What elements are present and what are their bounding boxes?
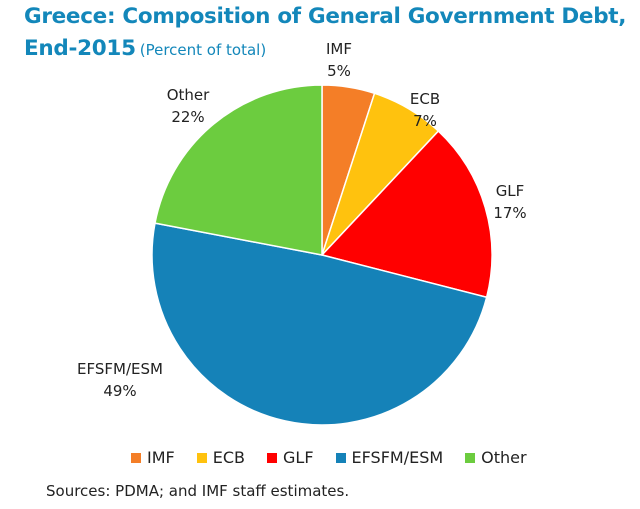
data-label: EFSFM/ESM 49% [77, 358, 163, 402]
data-label-name: ECB [409, 90, 441, 108]
legend-item: Other [465, 448, 527, 467]
data-label-value: 22% [171, 108, 205, 126]
legend-label: EFSFM/ESM [351, 448, 444, 467]
legend-swatch [335, 452, 346, 463]
legend-item: IMF [131, 448, 175, 467]
legend-label: ECB [212, 448, 245, 467]
legend-item: EFSFM/ESM [335, 448, 444, 467]
chart-title-year: End-2015 [24, 36, 136, 61]
legend-swatch [131, 452, 141, 463]
legend-swatch [196, 452, 207, 463]
data-label: IMF 5% [326, 38, 352, 82]
data-label: Other 22% [167, 84, 210, 128]
chart-title-line2: End-2015 (Percent of total) [24, 36, 266, 61]
legend-swatch [465, 452, 476, 463]
data-label-value: 17% [493, 204, 527, 222]
legend-item: GLF [267, 448, 314, 467]
source-note: Sources: PDMA; and IMF staff estimates. [46, 482, 350, 500]
data-label: GLF 17% [493, 180, 526, 224]
data-label-name: Other [166, 86, 210, 104]
data-label: ECB 7% [410, 88, 440, 132]
legend-item: ECB [196, 448, 245, 467]
pie-slice-glf [320, 130, 493, 299]
pie-slice-other [154, 84, 323, 256]
data-label-name: IMF [326, 40, 352, 58]
data-label-value: 7% [413, 112, 437, 130]
data-label-name: EFSFM/ESM [77, 360, 163, 378]
chart-title: Greece: Composition of General Governmen… [24, 4, 627, 29]
pie-slice-efsfmesm [151, 222, 488, 426]
data-label-name: GLF [495, 182, 525, 200]
chart-subtitle: (Percent of total) [139, 41, 267, 59]
legend-label: Other [481, 448, 527, 467]
legend-swatch [267, 452, 277, 463]
legend-label: IMF [147, 448, 175, 467]
data-label-value: 5% [327, 62, 351, 80]
data-label-value: 49% [103, 382, 137, 400]
legend-label: GLF [283, 448, 314, 467]
legend: IMF ECB GLF EFSFM/ESM Other [131, 448, 527, 467]
